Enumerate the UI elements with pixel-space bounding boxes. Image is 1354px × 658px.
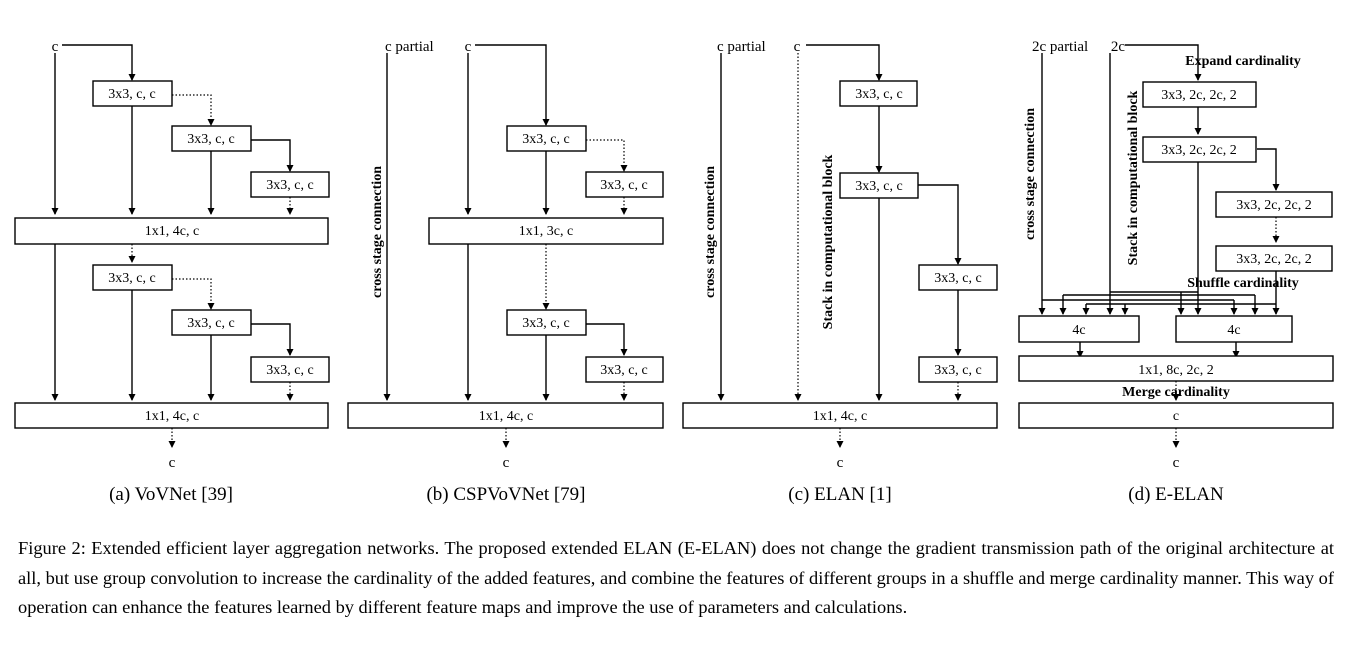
elan-conv-4-label: 3x3, c, c	[934, 363, 981, 378]
cspvovnet-input-partial-label: c partial	[385, 39, 434, 55]
e-elan-output-block: c	[1018, 402, 1334, 429]
panel-cspvovnet: 3x3, c, c 3x3, c, c 1x1, 3c, c 3x3, c, c…	[347, 39, 664, 505]
elan-cross-stage-label: cross stage connection	[703, 166, 718, 298]
elan-input-partial-label: c partial	[717, 39, 766, 55]
cspvovnet-conv-1-label: 3x3, c, c	[522, 132, 569, 147]
elan-conv-4: 3x3, c, c	[918, 356, 998, 383]
cspvovnet-output-label: c	[503, 455, 510, 471]
e-elan-group-1-label: 4c	[1072, 323, 1085, 338]
e-elan-conv-3: 3x3, 2c, 2c, 2	[1215, 191, 1333, 218]
e-elan-conv-2-label: 3x3, 2c, 2c, 2	[1161, 143, 1236, 158]
e-elan-caption: (d) E-ELAN	[1128, 484, 1224, 505]
e-elan-conv-2: 3x3, 2c, 2c, 2	[1142, 136, 1257, 163]
cspvovnet-aggregation-2: 1x1, 4c, c	[347, 402, 664, 429]
panel-elan: 3x3, c, c 3x3, c, c 3x3, c, c 3x3, c, c …	[682, 39, 998, 505]
elan-conv-3: 3x3, c, c	[918, 264, 998, 291]
vovnet-conv-5: 3x3, c, c	[171, 309, 252, 336]
vovnet-conv-3-label: 3x3, c, c	[266, 178, 313, 193]
e-elan-conv-3-label: 3x3, 2c, 2c, 2	[1236, 198, 1311, 213]
e-elan-cross-stage-label: cross stage connection	[1023, 108, 1038, 240]
e-elan-merge-cardinality-label: Merge cardinality	[1122, 385, 1230, 400]
vovnet-caption: (a) VoVNet [39]	[109, 484, 233, 505]
architecture-diagram: 3x3, c, c 3x3, c, c 3x3, c, c 1x1, 4c, c…	[14, 39, 1334, 505]
panel-vovnet: 3x3, c, c 3x3, c, c 3x3, c, c 1x1, 4c, c…	[14, 39, 330, 505]
figure-caption: Figure 2: Extended efficient layer aggre…	[18, 538, 1334, 617]
vovnet-aggregation-2-label: 1x1, 4c, c	[145, 409, 199, 424]
elan-conv-3-label: 3x3, c, c	[934, 271, 981, 286]
cspvovnet-conv-4-label: 3x3, c, c	[600, 363, 647, 378]
elan-conv-1-label: 3x3, c, c	[855, 87, 902, 102]
cspvovnet-aggregation-2-label: 1x1, 4c, c	[479, 409, 533, 424]
cspvovnet-conv-2-label: 3x3, c, c	[600, 178, 647, 193]
e-elan-group-1: 4c	[1018, 315, 1140, 343]
elan-conv-2: 3x3, c, c	[839, 172, 919, 199]
e-elan-group-2-label: 4c	[1227, 323, 1240, 338]
vovnet-input-label: c	[52, 39, 59, 55]
e-elan-conv-1: 3x3, 2c, 2c, 2	[1142, 81, 1257, 108]
vovnet-conv-3: 3x3, c, c	[250, 171, 330, 198]
vovnet-conv-1-label: 3x3, c, c	[108, 87, 155, 102]
cspvovnet-cross-stage-label: cross stage connection	[370, 166, 385, 298]
vovnet-conv-4: 3x3, c, c	[92, 264, 173, 291]
elan-aggregation: 1x1, 4c, c	[682, 402, 998, 429]
cspvovnet-conv-1: 3x3, c, c	[506, 125, 587, 152]
cspvovnet-conv-4: 3x3, c, c	[585, 356, 664, 383]
e-elan-merge-label: 1x1, 8c, 2c, 2	[1138, 363, 1213, 378]
vovnet-conv-6: 3x3, c, c	[250, 356, 330, 383]
e-elan-group-2: 4c	[1175, 315, 1293, 343]
cspvovnet-conv-2: 3x3, c, c	[585, 171, 664, 198]
elan-input-main-label: c	[794, 39, 801, 55]
vovnet-output-label: c	[169, 455, 176, 471]
vovnet-aggregation-1-label: 1x1, 4c, c	[145, 224, 199, 239]
e-elan-shuffle-label: Shuffle cardinality	[1187, 276, 1299, 291]
vovnet-conv-1: 3x3, c, c	[92, 80, 173, 107]
e-elan-merge: 1x1, 8c, 2c, 2	[1018, 355, 1334, 382]
vovnet-aggregation-1: 1x1, 4c, c	[14, 217, 329, 245]
cspvovnet-caption: (b) CSPVoVNet [79]	[426, 484, 585, 505]
elan-conv-1: 3x3, c, c	[839, 80, 918, 107]
cspvovnet-aggregation-1-label: 1x1, 3c, c	[519, 224, 573, 239]
e-elan-conv-4-label: 3x3, 2c, 2c, 2	[1236, 252, 1311, 267]
e-elan-output-block-label: c	[1173, 409, 1179, 424]
cspvovnet-conv-3-label: 3x3, c, c	[522, 316, 569, 331]
e-elan-input-main-label: 2c	[1111, 39, 1126, 55]
e-elan-input-partial-label: 2c partial	[1032, 39, 1088, 55]
elan-stack-label: Stack in computational block	[821, 154, 836, 329]
e-elan-output-label: c	[1173, 455, 1180, 471]
e-elan-stack-label: Stack in computational block	[1126, 90, 1141, 265]
vovnet-conv-2-label: 3x3, c, c	[187, 132, 234, 147]
elan-caption: (c) ELAN [1]	[788, 484, 891, 505]
cspvovnet-input-main-label: c	[465, 39, 472, 55]
e-elan-conv-4: 3x3, 2c, 2c, 2	[1215, 245, 1333, 272]
vovnet-conv-5-label: 3x3, c, c	[187, 316, 234, 331]
vovnet-conv-2: 3x3, c, c	[171, 125, 252, 152]
vovnet-conv-4-label: 3x3, c, c	[108, 271, 155, 286]
elan-conv-2-label: 3x3, c, c	[855, 179, 902, 194]
vovnet-conv-6-label: 3x3, c, c	[266, 363, 313, 378]
cspvovnet-aggregation-1: 1x1, 3c, c	[428, 217, 664, 245]
panel-e-elan: 3x3, 2c, 2c, 2 3x3, 2c, 2c, 2 3x3, 2c, 2…	[1018, 39, 1334, 505]
vovnet-aggregation-2: 1x1, 4c, c	[14, 402, 329, 429]
e-elan-conv-1-label: 3x3, 2c, 2c, 2	[1161, 88, 1236, 103]
elan-output-label: c	[837, 455, 844, 471]
e-elan-expand-label: Expand cardinality	[1185, 54, 1301, 69]
cspvovnet-conv-3: 3x3, c, c	[506, 309, 587, 336]
elan-aggregation-label: 1x1, 4c, c	[813, 409, 867, 424]
